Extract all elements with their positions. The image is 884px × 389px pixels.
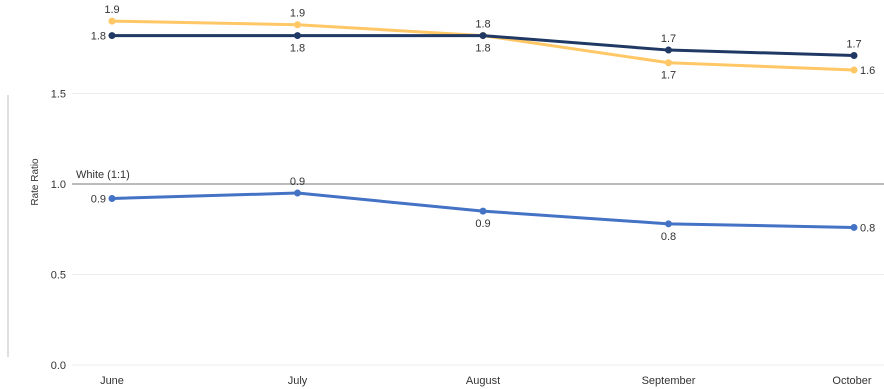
data-point — [294, 32, 301, 39]
data-label: 0.8 — [661, 231, 676, 243]
data-point — [851, 66, 858, 73]
reference-line-label: White (1:1) — [76, 169, 130, 181]
series-group: 1.9 1.9 1.8 1.7 1.6 1.8 1.8 1.8 1.7 1.7 0.9 0.9 0.9 0… — [91, 4, 876, 243]
x-tick-label: June — [100, 375, 124, 387]
data-label: 0.9 — [91, 193, 106, 205]
data-point — [294, 21, 301, 28]
x-tick-label: August — [466, 375, 500, 387]
data-point — [665, 47, 672, 54]
data-point — [109, 195, 116, 202]
data-label: 1.7 — [846, 38, 861, 50]
y-tick-label: 0.0 — [51, 360, 66, 372]
data-point — [109, 18, 116, 25]
data-point — [480, 32, 487, 39]
data-point — [480, 208, 487, 215]
y-tick-label: 1.5 — [51, 89, 66, 101]
data-label: 0.9 — [475, 218, 490, 230]
x-tick-label: July — [288, 375, 308, 387]
data-label: 0.9 — [290, 176, 305, 188]
data-point — [851, 52, 858, 59]
data-point — [109, 32, 116, 39]
data-label: 1.8 — [475, 19, 490, 31]
data-label: 1.9 — [104, 4, 119, 16]
data-label: 1.9 — [290, 8, 305, 20]
reference-line-group: White (1:1) — [72, 169, 884, 184]
data-point — [294, 190, 301, 197]
data-label: 1.8 — [91, 31, 106, 43]
x-axis-ticks: June July August September October — [100, 375, 872, 387]
data-point — [665, 220, 672, 227]
data-label: 1.8 — [290, 43, 305, 55]
y-axis-ticks: 0.0 0.5 1.0 1.5 — [51, 89, 66, 373]
y-axis-title: Rate Ratio — [30, 158, 41, 206]
data-label: 1.8 — [475, 43, 490, 55]
y-tick-label: 1.0 — [51, 179, 66, 191]
data-point — [665, 59, 672, 66]
y-tick-label: 0.5 — [51, 270, 66, 282]
x-tick-label: September — [642, 375, 696, 387]
data-label: 1.7 — [661, 33, 676, 45]
x-tick-label: October — [832, 375, 871, 387]
data-label: 1.7 — [661, 70, 676, 82]
data-label: 0.8 — [860, 222, 875, 234]
data-label: 1.6 — [860, 65, 875, 77]
data-point — [851, 224, 858, 231]
